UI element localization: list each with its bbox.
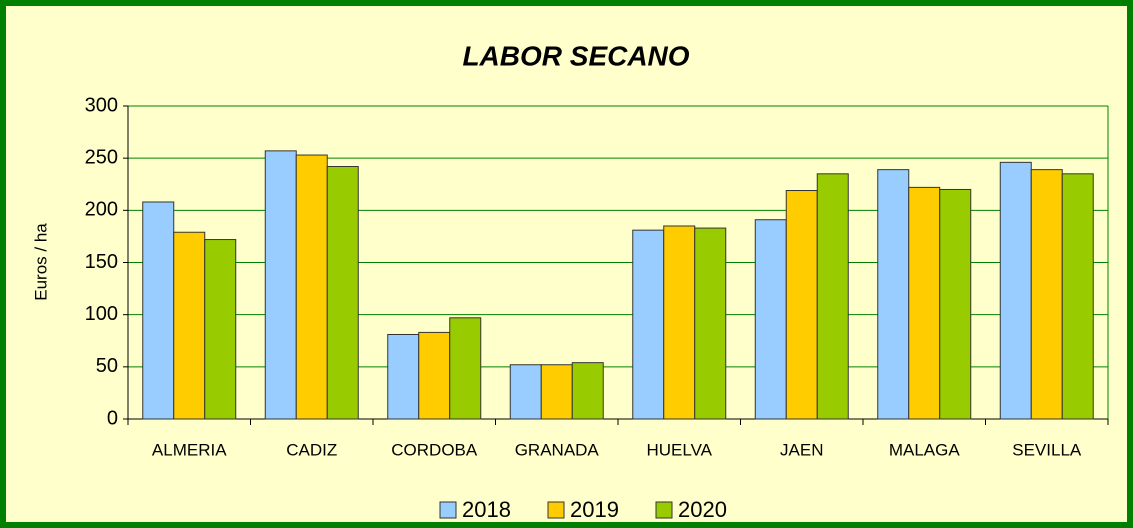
bar <box>939 188 972 420</box>
legend-label: 2018 <box>462 497 511 522</box>
bar <box>173 231 206 420</box>
x-tick-label: ALMERIA <box>152 440 227 459</box>
bar <box>540 364 573 420</box>
bar <box>694 227 727 420</box>
bar <box>1030 169 1063 420</box>
x-tick-label: CORDOBA <box>391 440 478 459</box>
legend-label: 2019 <box>570 497 619 522</box>
bar <box>632 229 665 420</box>
x-tick-label: SEVILLA <box>1012 440 1082 459</box>
bar <box>387 333 420 420</box>
bar <box>999 161 1032 420</box>
y-tick-label: 300 <box>85 94 118 116</box>
bar <box>1061 173 1094 420</box>
x-tick-label: GRANADA <box>515 440 600 459</box>
bar <box>663 225 696 420</box>
x-tick-label: JAEN <box>780 440 823 459</box>
y-tick-label: 200 <box>85 199 118 221</box>
y-axis-label: Euros / ha <box>31 223 50 301</box>
bar <box>877 169 910 420</box>
x-tick-label: CADIZ <box>286 440 337 459</box>
chart-title: LABOR SECANO <box>462 40 689 71</box>
bar <box>785 190 818 420</box>
bar <box>908 186 941 420</box>
bar <box>816 173 849 420</box>
bar <box>449 317 482 420</box>
y-tick-label: 100 <box>85 303 118 325</box>
bar <box>142 201 175 420</box>
bar <box>754 219 787 420</box>
y-tick-label: 150 <box>85 251 118 273</box>
legend-swatch <box>655 501 673 519</box>
bar <box>204 239 237 420</box>
legend-swatch <box>439 501 457 519</box>
x-tick-label: MALAGA <box>889 440 961 459</box>
y-tick-label: 50 <box>96 355 118 377</box>
bar <box>326 166 359 420</box>
x-tick-label: HUELVA <box>646 440 712 459</box>
y-tick-label: 0 <box>107 407 118 429</box>
y-tick-label: 250 <box>85 146 118 168</box>
bar <box>264 150 297 420</box>
legend-swatch <box>547 501 565 519</box>
bar <box>418 331 451 420</box>
bar <box>295 154 328 420</box>
bar <box>509 364 542 420</box>
bar <box>571 362 604 420</box>
legend-label: 2020 <box>678 497 727 522</box>
